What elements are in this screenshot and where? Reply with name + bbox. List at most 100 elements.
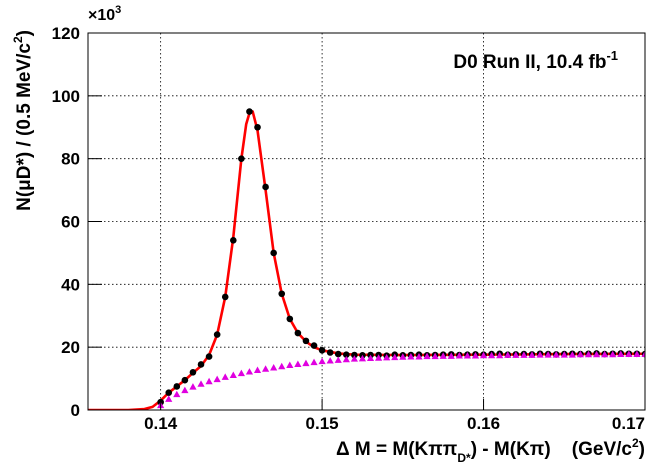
background-point [407, 352, 415, 360]
data-point [197, 361, 205, 368]
background-point [625, 350, 633, 357]
background-point [278, 362, 286, 370]
background-point [512, 351, 520, 358]
background-point [318, 357, 326, 365]
data-point [230, 237, 237, 244]
data-point [302, 337, 310, 345]
background-point [520, 351, 528, 358]
background-point [358, 354, 367, 362]
background-point [286, 361, 294, 368]
x-label-subscript: D* [457, 451, 471, 465]
background-point [617, 350, 625, 357]
background-point [415, 352, 423, 360]
axis-multiplier: ×103 [88, 4, 121, 24]
data-layer [88, 108, 645, 410]
y-label-superscript: 2 [11, 36, 25, 43]
background-point [552, 351, 560, 358]
background-point [544, 351, 552, 358]
background-point [270, 363, 278, 371]
background-point [488, 351, 496, 359]
background-point [310, 358, 318, 366]
data-point [262, 183, 269, 191]
background-point [334, 356, 342, 363]
data-point [173, 383, 181, 390]
y-label-part: ) [14, 30, 35, 36]
data-point [254, 123, 261, 131]
x-tick-label: 0.17 [612, 414, 645, 433]
data-point [189, 369, 197, 376]
background-point [633, 350, 641, 357]
background-point [576, 350, 585, 358]
fit-curve [88, 110, 645, 410]
background-point [221, 373, 229, 380]
data-point [343, 351, 350, 359]
background-point [342, 355, 350, 363]
background-point [326, 357, 334, 364]
y-tick-label: 100 [52, 87, 80, 106]
background-point [592, 350, 601, 358]
background-point [261, 365, 270, 372]
background-point [383, 353, 391, 361]
background-point [173, 390, 181, 398]
x-tick-label: 0.16 [467, 414, 500, 433]
data-point [181, 376, 189, 384]
background-point [205, 377, 213, 385]
background-point [213, 375, 221, 383]
x-label-part: ) - M(Kπ) (GeV/c [471, 439, 633, 460]
tick-layer: 0 20 40 60 80 100 120 0.14 0.15 0.16 0.17 [52, 24, 646, 433]
annotation-exponent: -1 [606, 48, 618, 63]
background-point [560, 351, 568, 358]
grid-layer [88, 33, 645, 410]
background-point [302, 359, 310, 367]
y-tick-label: 0 [71, 401, 80, 420]
x-label-part: Δ M = M(Kππ [336, 439, 458, 460]
background-point [197, 380, 205, 387]
data-point [278, 290, 286, 298]
data-point [270, 249, 277, 257]
background-point [229, 371, 237, 379]
data-point [351, 351, 358, 359]
background-point [366, 354, 375, 362]
background-point [245, 368, 254, 375]
background-point [350, 355, 358, 362]
data-point [334, 350, 342, 358]
x-axis-label: Δ M = M(KππD*) - M(Kπ) (GeV/c2) [336, 436, 645, 465]
background-point [471, 352, 480, 359]
data-point [286, 315, 294, 323]
multiplier-base: ×10 [88, 7, 115, 24]
y-axis-label: N(μD*) / (0.5 MeV/c2) [11, 30, 35, 211]
y-label-part: N(μD*) / (0.5 MeV/c [14, 43, 35, 211]
background-point [528, 351, 536, 358]
data-point [238, 155, 245, 162]
background-point [463, 352, 472, 359]
y-tick-label: 40 [61, 275, 80, 294]
background-point [431, 352, 439, 360]
background-point [447, 352, 455, 359]
x-tick-label: 0.15 [306, 414, 339, 433]
data-point [246, 108, 253, 115]
background-point [641, 350, 645, 357]
data-point [294, 329, 302, 337]
background-point [504, 351, 512, 358]
background-point [165, 395, 173, 402]
data-point [221, 293, 229, 301]
data-point [318, 347, 326, 354]
background-point [479, 351, 488, 359]
background-point [253, 366, 262, 373]
y-tick-label: 20 [61, 338, 80, 357]
background-point [455, 352, 463, 359]
background-point [423, 352, 431, 360]
x-label-part: ) [639, 439, 645, 460]
background-point [189, 383, 197, 390]
y-tick-label: 80 [61, 150, 80, 169]
background-point [609, 350, 617, 358]
data-point [310, 342, 318, 349]
background-point [294, 360, 302, 368]
data-point [165, 389, 173, 397]
x-label-superscript: 2 [632, 436, 639, 450]
multiplier-exponent: 3 [115, 4, 121, 16]
annotation: D0 Run II, 10.4 fb-1 [453, 48, 618, 73]
data-point [205, 353, 213, 360]
y-tick-label: 60 [61, 213, 80, 232]
